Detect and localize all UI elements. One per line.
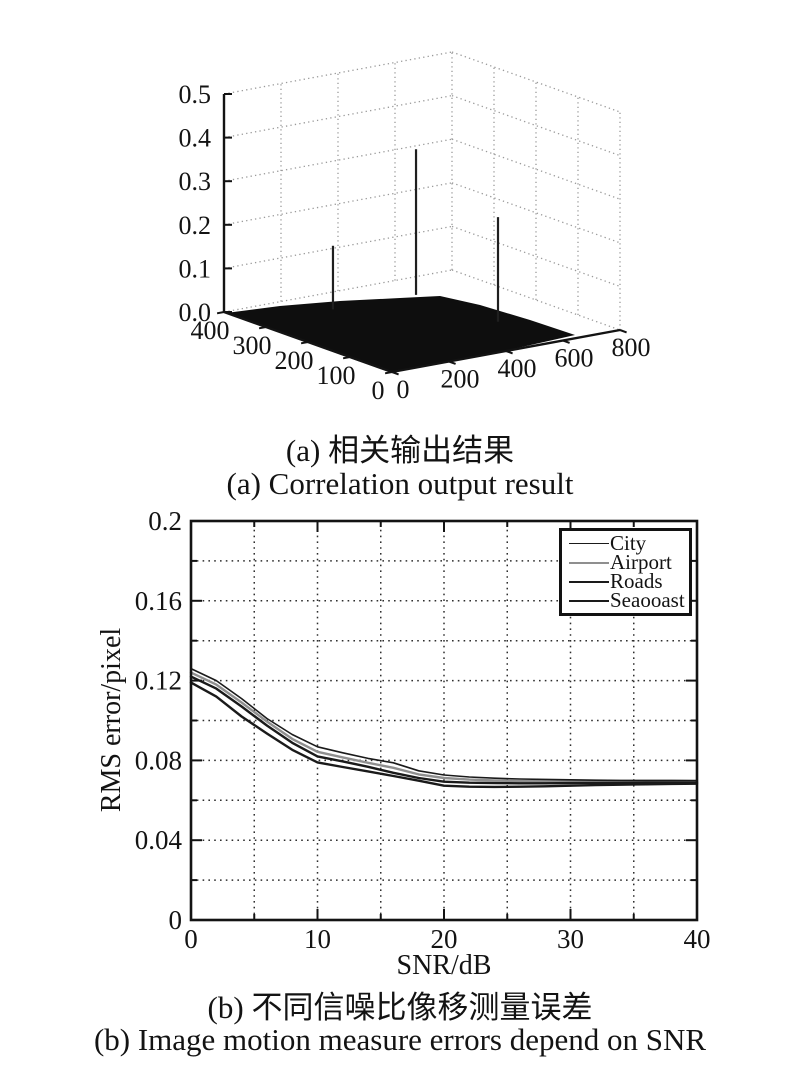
x-tick	[391, 371, 399, 376]
panel-b-frame	[189, 519, 699, 922]
legend-item-roads: Roads	[569, 569, 689, 593]
z-tick-label: 0.2	[179, 211, 212, 240]
caption-b-english: (b) Image motion measure errors depend o…	[93, 1022, 707, 1057]
x-tick-label: 200	[441, 365, 480, 394]
curve-roads	[189, 675, 699, 785]
panel-a-axes	[216, 93, 627, 376]
y-axis-label: RMS error/pixel	[96, 627, 127, 813]
x-tick	[448, 360, 456, 365]
x-axis-label: SNR/dB	[396, 950, 492, 981]
base-edge	[451, 269, 621, 331]
panel-a-correlation-peaks	[331, 149, 500, 322]
caption-a-english: (a) Correlation output result	[226, 466, 574, 501]
panel-b-tick-labels: 0 10 20 30 40 0 0.04 0.08 0.12 0.16 0.2	[135, 506, 711, 954]
x-tick	[562, 339, 570, 344]
y-tick	[216, 311, 225, 315]
y-tick-label: 0.12	[135, 666, 182, 696]
y-tick-label: 0.2	[148, 506, 182, 536]
panel-a-wall-grid	[223, 51, 621, 331]
x-tick	[619, 329, 627, 334]
legend-label-seaooast: Seaooast	[610, 588, 685, 612]
z-tick-label: 0.3	[179, 167, 212, 196]
legend-item-airport: Airport	[569, 550, 689, 574]
panel-b-curves	[189, 667, 699, 789]
legend-item-city: City	[569, 531, 689, 555]
wall-grid-line	[451, 94, 621, 157]
legend-label-airport: Airport	[610, 550, 672, 574]
y-tick-label: 0.08	[135, 745, 182, 775]
wall-grid-line	[451, 225, 621, 288]
wall-grid-line	[223, 225, 453, 270]
wall-grid-line	[451, 138, 621, 200]
panel-a-correlation-surface	[226, 296, 575, 372]
wall-grid-line	[451, 182, 621, 244]
z-tick-label: 0.1	[179, 254, 212, 283]
x-tick-label: 10	[304, 924, 331, 954]
wall-grid-line	[451, 51, 621, 113]
seaooast-line-swatch	[569, 599, 609, 602]
z-tick-label: 0.0	[179, 298, 212, 327]
z-tick-label: 0.4	[179, 124, 212, 153]
y-tick-label: 0	[169, 905, 183, 935]
x-tick-label: 400	[498, 354, 537, 383]
legend-box: City Airport Roads Seaooast	[559, 528, 692, 616]
y-tick-label: 200	[275, 346, 314, 375]
x-tick-label: 40	[684, 924, 711, 954]
caption-a-chinese: (a) 相关输出结果	[285, 433, 515, 468]
y-tick-label: 0.04	[135, 825, 183, 855]
legend-item-seaooast: Seaooast	[569, 588, 689, 612]
x-tick-label: 0	[184, 924, 198, 954]
correlation-surface	[226, 296, 575, 372]
y-tick-label: 0.16	[135, 586, 182, 616]
y-tick	[384, 371, 393, 375]
y-tick-label: 0	[372, 376, 385, 405]
x-tick-label: 0	[397, 375, 410, 404]
legend-label-city: City	[610, 531, 647, 555]
z-tick-label: 0.5	[179, 80, 212, 109]
roads-line-swatch	[569, 580, 609, 583]
curve-seaooast	[189, 681, 699, 789]
curve-city	[190, 667, 698, 782]
caption-b-chinese: (b) 不同信噪比像移测量误差	[207, 990, 593, 1025]
airport-line-swatch	[569, 561, 609, 564]
y-tick-label: 400	[191, 316, 230, 345]
x-tick-label: 600	[555, 344, 594, 373]
y-tick-label: 100	[317, 361, 356, 390]
y-tick	[342, 356, 351, 360]
x-tick-label: 800	[612, 333, 651, 362]
x-tick	[505, 350, 513, 355]
x-tick-label: 30	[557, 924, 584, 954]
curve-airport	[189, 671, 699, 784]
legend-label-roads: Roads	[610, 569, 663, 593]
y-tick	[300, 341, 309, 345]
city-line-swatch	[569, 543, 609, 544]
x-tick-label: 20	[431, 924, 458, 954]
y-tick-label: 300	[233, 331, 272, 360]
y-tick	[258, 326, 267, 330]
